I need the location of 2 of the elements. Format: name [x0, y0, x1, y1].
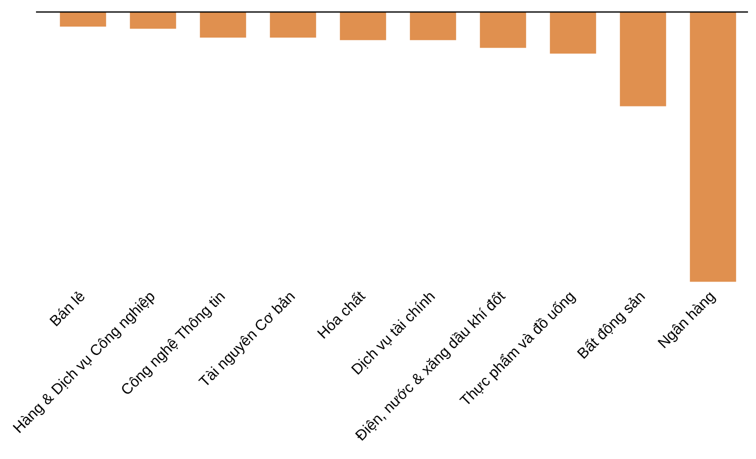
x-tick-label: Hóa chất	[314, 287, 370, 342]
x-tick-label: Bán lẻ	[46, 288, 89, 330]
